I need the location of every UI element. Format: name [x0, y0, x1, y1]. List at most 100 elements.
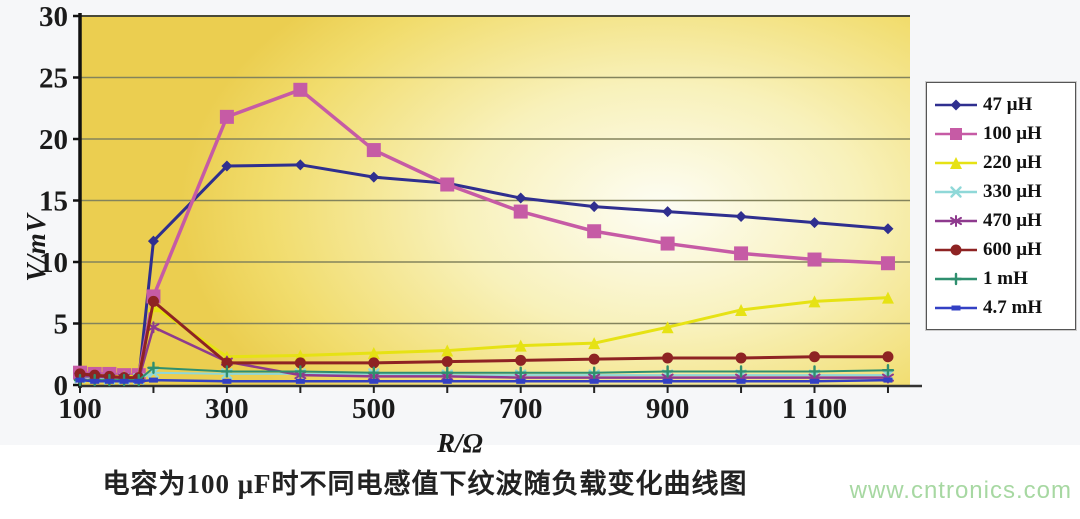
marker-dash	[119, 378, 129, 384]
legend-label: 100 μH	[983, 122, 1042, 144]
marker-square	[513, 204, 528, 219]
legend-item-1mH: 1 mH	[933, 264, 1071, 293]
legend-label: 1 mH	[983, 267, 1028, 289]
y-tick-label-15: 15	[39, 186, 68, 218]
watermark-text: www.cntronics.com	[849, 477, 1072, 504]
marker-diamond	[882, 223, 894, 235]
legend-marker-plus-icon	[935, 272, 977, 285]
legend-item-330μH: 330 μH	[933, 177, 1071, 206]
marker-square	[880, 256, 895, 271]
legend-marker-square-icon	[935, 127, 977, 140]
x-tick-label-1100: 1 100	[782, 393, 847, 425]
y-tick-label-0: 0	[54, 370, 69, 402]
marker-dash	[104, 378, 114, 384]
marker-circle	[882, 351, 894, 363]
legend-item-100μH: 100 μH	[933, 119, 1071, 148]
marker-dash	[295, 378, 305, 384]
y-tick-label-20: 20	[39, 124, 68, 156]
marker-plus	[587, 366, 601, 379]
marker-dash	[369, 378, 379, 384]
marker-circle	[809, 351, 821, 363]
marker-plus	[808, 365, 821, 378]
marker-plus	[147, 361, 160, 374]
y-tick-label-30: 30	[39, 1, 68, 33]
legend-label: 600 μH	[983, 238, 1042, 260]
marker-dash	[663, 378, 673, 384]
marker-square	[440, 177, 455, 192]
y-tick-label-10: 10	[39, 247, 68, 279]
marker-circle	[515, 354, 527, 366]
marker-circle	[441, 356, 453, 368]
marker-circle	[221, 357, 233, 369]
legend-marker-diamond-icon	[935, 99, 977, 110]
marker-triangle	[661, 321, 674, 334]
marker-circle	[735, 352, 747, 364]
marker-diamond	[809, 217, 821, 229]
marker-circle	[662, 352, 674, 364]
marker-triangle	[441, 344, 454, 357]
legend-item-600μH: 600 μH	[933, 235, 1071, 264]
marker-dash	[148, 377, 158, 383]
series-line-100μH	[79, 88, 889, 377]
marker-dash	[883, 377, 893, 383]
marker-diamond	[294, 159, 306, 171]
legend-marker-circle-icon	[935, 244, 977, 255]
series-markers-4.7mH	[75, 377, 893, 384]
marker-diamond	[735, 210, 747, 222]
marker-diamond	[368, 171, 380, 183]
legend-item-4.7mH: 4.7 mH	[933, 293, 1071, 322]
marker-diamond	[147, 235, 159, 247]
marker-plus	[441, 366, 454, 379]
marker-plus	[734, 365, 748, 378]
y-tick-label-25: 25	[39, 63, 68, 95]
legend-box: 47 μH 100 μH 220 μH 330 μH 470 μH 600 μH 1 mH 4…	[926, 82, 1076, 330]
y-axis-label: V/mV	[20, 213, 51, 282]
marker-square	[293, 82, 308, 97]
marker-dash	[810, 378, 820, 384]
marker-dash	[736, 378, 746, 384]
marker-diamond	[221, 160, 233, 172]
marker-square	[660, 236, 675, 251]
marker-square	[807, 252, 822, 267]
legend-marker-dash-icon	[935, 305, 977, 310]
legend-label: 470 μH	[983, 209, 1042, 231]
marker-diamond	[950, 99, 962, 110]
x-axis-label: R/Ω	[437, 428, 483, 458]
marker-diamond	[588, 201, 600, 213]
chart-canvas: 0 5 10 15 20 25 30 100 300 500 700 900 1 100	[39, 1, 922, 425]
marker-triangle	[588, 337, 601, 350]
y-tick-label-5: 5	[54, 309, 69, 341]
series-line-4.7mH	[79, 378, 888, 383]
marker-triangle	[367, 347, 380, 360]
marker-square	[587, 224, 602, 239]
marker-square	[219, 109, 234, 124]
legend-marker-triangle-icon	[935, 156, 977, 169]
marker-circle	[294, 357, 306, 369]
marker-dash	[75, 377, 85, 383]
legend-label: 220 μH	[983, 151, 1042, 173]
marker-dash	[951, 305, 961, 310]
marker-dash	[442, 378, 452, 384]
x-tick-label-700: 700	[499, 393, 543, 425]
marker-triangle	[950, 156, 962, 169]
marker-square	[366, 143, 381, 158]
legend-label: 330 μH	[983, 180, 1042, 202]
legend-item-470μH: 470 μH	[933, 206, 1071, 235]
marker-plus	[294, 365, 307, 378]
marker-plus	[367, 366, 381, 379]
marker-diamond	[515, 192, 527, 204]
marker-triangle	[808, 295, 821, 308]
marker-plus	[661, 365, 674, 378]
marker-plus	[949, 272, 963, 285]
marker-triangle	[514, 339, 527, 352]
marker-triangle	[881, 291, 894, 304]
marker-square	[950, 127, 962, 140]
x-tick-label-900: 900	[646, 393, 690, 425]
marker-dash	[134, 378, 144, 384]
marker-circle	[588, 353, 600, 365]
marker-circle	[368, 357, 380, 369]
marker-plus	[514, 366, 527, 379]
marker-dash	[222, 378, 232, 384]
marker-circle	[950, 244, 962, 255]
